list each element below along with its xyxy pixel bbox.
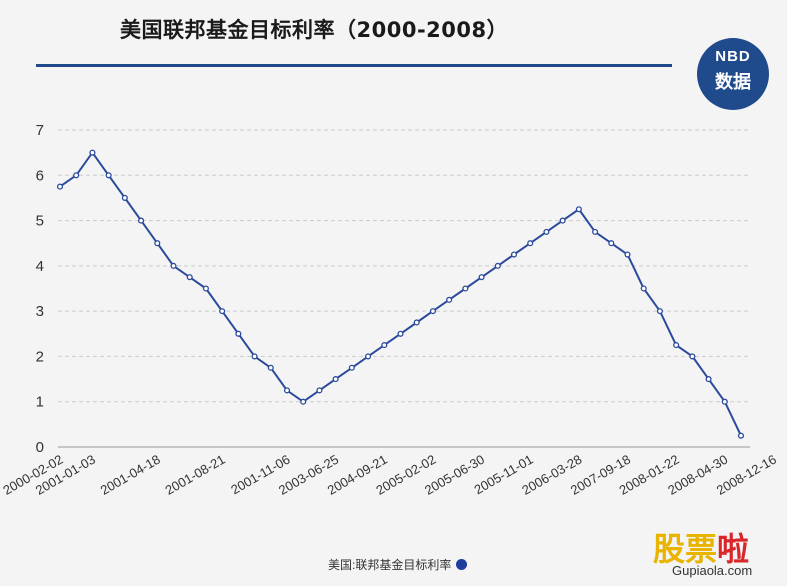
watermark-brand: 股票啦 (653, 524, 749, 570)
data-point (348, 364, 355, 371)
data-points (56, 149, 745, 439)
legend: 美国:联邦基金目标利率 (328, 556, 468, 573)
y-tick-label: 0 (36, 439, 44, 456)
data-point (138, 217, 145, 224)
watermark-brand-b: 啦 (717, 530, 750, 568)
data-point (89, 149, 96, 156)
data-point (624, 251, 631, 258)
data-point (332, 376, 339, 383)
data-point (494, 262, 501, 269)
data-point (121, 194, 128, 201)
data-point (267, 364, 274, 371)
watermark-url: Gupiaola.com (672, 563, 753, 578)
data-point (429, 308, 436, 315)
data-point (689, 353, 696, 360)
data-point (510, 251, 518, 258)
y-tick-label: 2 (36, 348, 44, 365)
data-point (154, 240, 161, 247)
data-point (575, 206, 582, 213)
data-point (543, 228, 550, 235)
data-point (251, 353, 258, 360)
data-point (73, 172, 80, 179)
series-line (59, 150, 742, 437)
data-point (559, 217, 566, 224)
data-point (462, 285, 469, 292)
y-tick-label: 4 (36, 258, 44, 275)
data-point (316, 387, 323, 394)
data-point (413, 319, 420, 326)
y-tick-label: 1 (36, 394, 44, 411)
data-point (56, 183, 64, 190)
y-tick-label: 5 (36, 213, 44, 230)
logo-line1: NBD (715, 48, 751, 65)
data-point (397, 330, 404, 337)
nbd-logo: NBD 数据 (697, 38, 769, 110)
data-point (186, 274, 193, 281)
data-point (381, 342, 388, 349)
data-point (446, 296, 453, 303)
legend-label: 美国:联邦基金目标利率 (328, 558, 452, 572)
data-point (105, 172, 112, 179)
data-point (656, 308, 663, 315)
data-point (705, 376, 712, 383)
title-underline (36, 64, 672, 67)
data-point (737, 432, 745, 439)
y-tick-labels: 0 1 2 3 4 5 6 7 (36, 122, 44, 456)
y-tick-label: 7 (36, 122, 44, 139)
data-point (300, 398, 307, 405)
data-point (592, 228, 599, 235)
x-tick-label: 2001-08-21 (163, 452, 228, 498)
data-point (202, 285, 209, 292)
y-tick-label: 6 (36, 167, 44, 184)
data-point (673, 342, 680, 349)
data-point (219, 308, 226, 315)
watermark-brand-a: 股票 (653, 530, 718, 568)
legend-dot-icon (456, 559, 468, 570)
data-point (170, 262, 177, 269)
data-point (608, 240, 615, 247)
x-tick-label: 2001-04-18 (98, 452, 163, 498)
page-title: 美国联邦基金目标利率（2000-2008） (120, 18, 509, 42)
data-point (283, 387, 291, 394)
y-tick-label: 3 (36, 303, 44, 320)
logo-line2: 数据 (715, 72, 751, 92)
data-point (365, 353, 372, 360)
data-point (527, 240, 534, 247)
grid-lines (58, 129, 750, 403)
data-point (478, 274, 485, 281)
data-point (721, 398, 728, 405)
data-point (235, 330, 242, 337)
data-point (640, 285, 647, 292)
